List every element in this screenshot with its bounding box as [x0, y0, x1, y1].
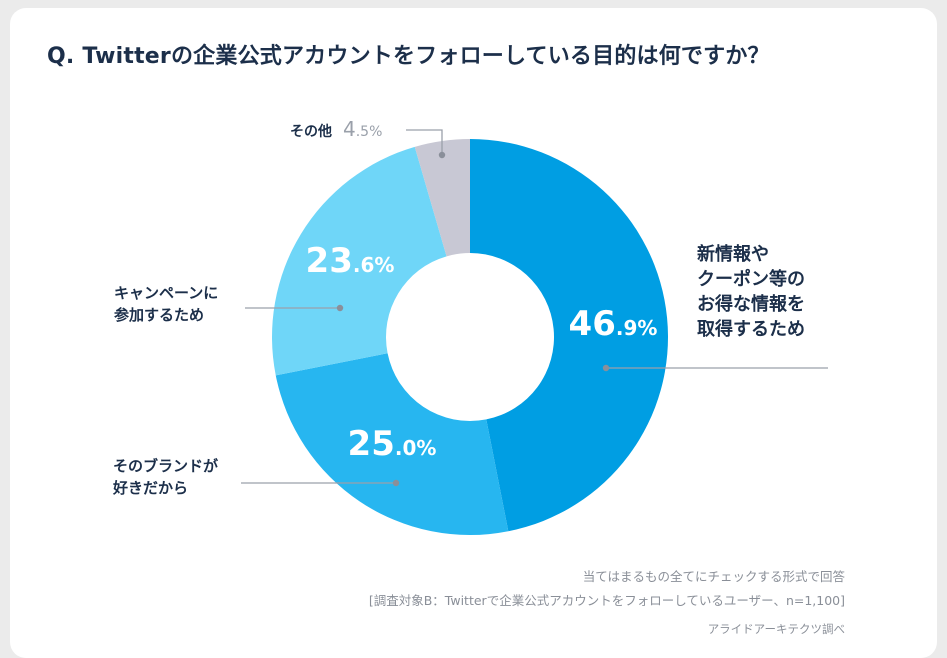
leader-line-3 [406, 129, 443, 155]
chart-title: Q. Twitterの企業公式アカウントをフォローしている目的は何ですか？ [47, 44, 770, 69]
slice-label-0: 新情報やクーポン等のお得な情報を取得するため [697, 243, 805, 340]
leader-dot-3 [438, 151, 446, 159]
slice-value-1: 25.0% [348, 424, 437, 464]
slice-label-2: キャンペーンに参加するため [114, 284, 218, 324]
slice-3 [414, 139, 470, 257]
source-note: アライドアーキテクツ調べ [707, 622, 845, 636]
donut-chart: 新情報やクーポン等のお得な情報を取得するため 46.9% そのブランドが好きだから 2… [112, 117, 828, 535]
slice-2 [272, 146, 447, 376]
leader-dot-2 [336, 304, 344, 312]
slice-value-3: 4.5% [343, 117, 382, 141]
leader-dot-0 [602, 364, 610, 372]
survey-target-note: [調査対象B：Twitterで企業公式アカウントをフォローしているユーザー、n=… [368, 593, 845, 608]
survey-note: 当てはまるもの全てにチェックする形式で回答 [582, 569, 845, 584]
leader-dot-1 [392, 479, 400, 487]
chart-card [10, 8, 937, 658]
slice-value-0: 46.9% [569, 304, 658, 344]
slice-1 [275, 353, 509, 535]
slice-value-2: 23.6% [306, 241, 395, 281]
slice-label-3: その他 [290, 123, 332, 140]
slice-label-1: そのブランドが好きだから [112, 457, 219, 497]
slice-0 [470, 139, 669, 532]
